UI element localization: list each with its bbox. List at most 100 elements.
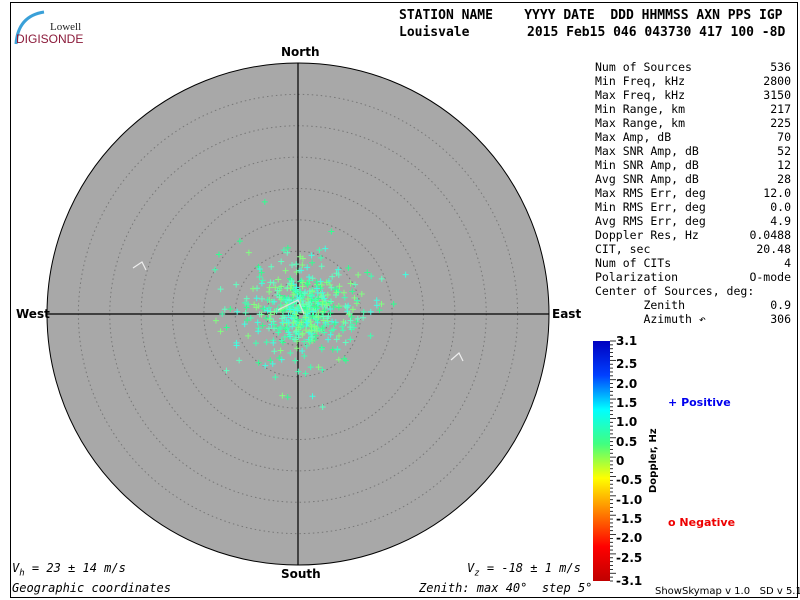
compass-south: South — [281, 567, 321, 581]
source-point — [303, 342, 310, 349]
source-point — [267, 357, 274, 364]
vz-readout: Vz = -18 ± 1 m/s — [467, 561, 581, 579]
source-point — [313, 279, 320, 286]
source-point — [341, 289, 348, 296]
source-point — [313, 304, 320, 311]
colorbar-tick-label: -2.0 — [616, 531, 643, 546]
source-point — [402, 271, 409, 278]
source-point — [276, 355, 283, 362]
source-point — [256, 311, 263, 318]
source-point — [364, 269, 371, 276]
source-point — [290, 291, 297, 298]
coordinate-system: Geographic coordinates — [12, 581, 171, 595]
source-point — [273, 308, 280, 315]
source-point — [286, 306, 293, 313]
source-point — [324, 291, 331, 298]
source-point — [325, 313, 332, 320]
vh-readout: Vh = 23 ± 14 m/s — [12, 561, 126, 579]
source-point — [284, 394, 291, 401]
source-point — [212, 317, 219, 324]
source-point — [302, 327, 309, 334]
source-point — [266, 284, 273, 291]
source-point — [278, 258, 285, 265]
header-station: Louisvale — [399, 25, 470, 40]
source-point — [223, 324, 230, 331]
colorbar-tick-label: 2.0 — [616, 376, 638, 391]
stat-value: 0.9 — [770, 298, 791, 312]
source-point — [212, 266, 219, 273]
source-point — [340, 327, 347, 334]
source-point — [294, 345, 301, 352]
source-point — [277, 347, 284, 354]
source-point — [319, 403, 326, 410]
source-point — [295, 324, 302, 331]
source-point — [241, 321, 248, 328]
stat-label: Max Amp, dB — [595, 130, 672, 144]
source-point — [327, 331, 334, 338]
source-point — [278, 296, 285, 303]
source-point — [219, 310, 226, 317]
source-point — [270, 318, 277, 325]
source-point — [297, 288, 304, 295]
stat-label: Max Range, km — [595, 116, 686, 130]
source-point — [378, 275, 385, 282]
source-point — [328, 327, 335, 334]
version-info: ShowSkymap v 1.0 SD v 5.1 — [655, 586, 800, 597]
source-point — [287, 276, 294, 283]
source-point — [333, 336, 340, 343]
source-point — [279, 392, 286, 399]
stat-row: Zenith 0.9 — [595, 298, 791, 312]
source-point — [260, 305, 267, 312]
source-point — [321, 329, 328, 336]
legend-negative: o Negative — [668, 516, 735, 529]
source-point — [263, 339, 270, 346]
stat-row: Max Amp, dB 70 — [595, 130, 791, 144]
source-point — [345, 265, 352, 272]
source-point — [223, 367, 230, 374]
stat-row: Max SNR Amp, dB 52 — [595, 144, 791, 158]
source-point — [319, 366, 326, 373]
source-point — [258, 269, 265, 276]
source-point — [267, 311, 274, 318]
source-point — [318, 346, 325, 353]
source-point — [360, 308, 367, 315]
source-point — [283, 317, 290, 324]
source-point — [319, 325, 326, 332]
source-point — [287, 350, 294, 357]
source-point — [242, 309, 249, 316]
source-point — [253, 295, 260, 302]
source-point — [245, 249, 252, 256]
source-point — [236, 238, 243, 245]
compass-east: East — [552, 307, 582, 321]
source-point — [259, 277, 266, 284]
source-point — [331, 321, 338, 328]
source-point — [345, 311, 352, 318]
source-point — [263, 315, 270, 322]
source-point — [307, 364, 314, 371]
stat-value: 20.48 — [756, 242, 791, 256]
colorbar-tick-label: 0 — [616, 454, 625, 468]
source-point — [271, 348, 278, 355]
stat-value: 12 — [777, 158, 791, 172]
source-point — [325, 336, 332, 343]
source-point — [299, 279, 306, 286]
source-point — [307, 318, 314, 325]
source-point — [306, 274, 313, 281]
header-values: 2015 Feb15 046 043730 417 100 -8D — [527, 25, 786, 40]
stat-value: 217 — [770, 102, 791, 116]
source-point — [282, 267, 289, 274]
source-point — [320, 292, 327, 299]
source-point — [334, 346, 341, 353]
source-point — [351, 294, 358, 301]
stat-value: 3150 — [763, 88, 791, 102]
source-point — [245, 332, 252, 339]
source-point — [256, 273, 263, 280]
source-point — [247, 315, 254, 322]
source-point — [373, 297, 380, 304]
source-point — [317, 278, 324, 285]
source-point — [341, 294, 348, 301]
source-point — [290, 319, 297, 326]
source-point — [293, 328, 300, 335]
source-point — [313, 328, 320, 335]
stat-row: Max Range, km 225 — [595, 116, 791, 130]
